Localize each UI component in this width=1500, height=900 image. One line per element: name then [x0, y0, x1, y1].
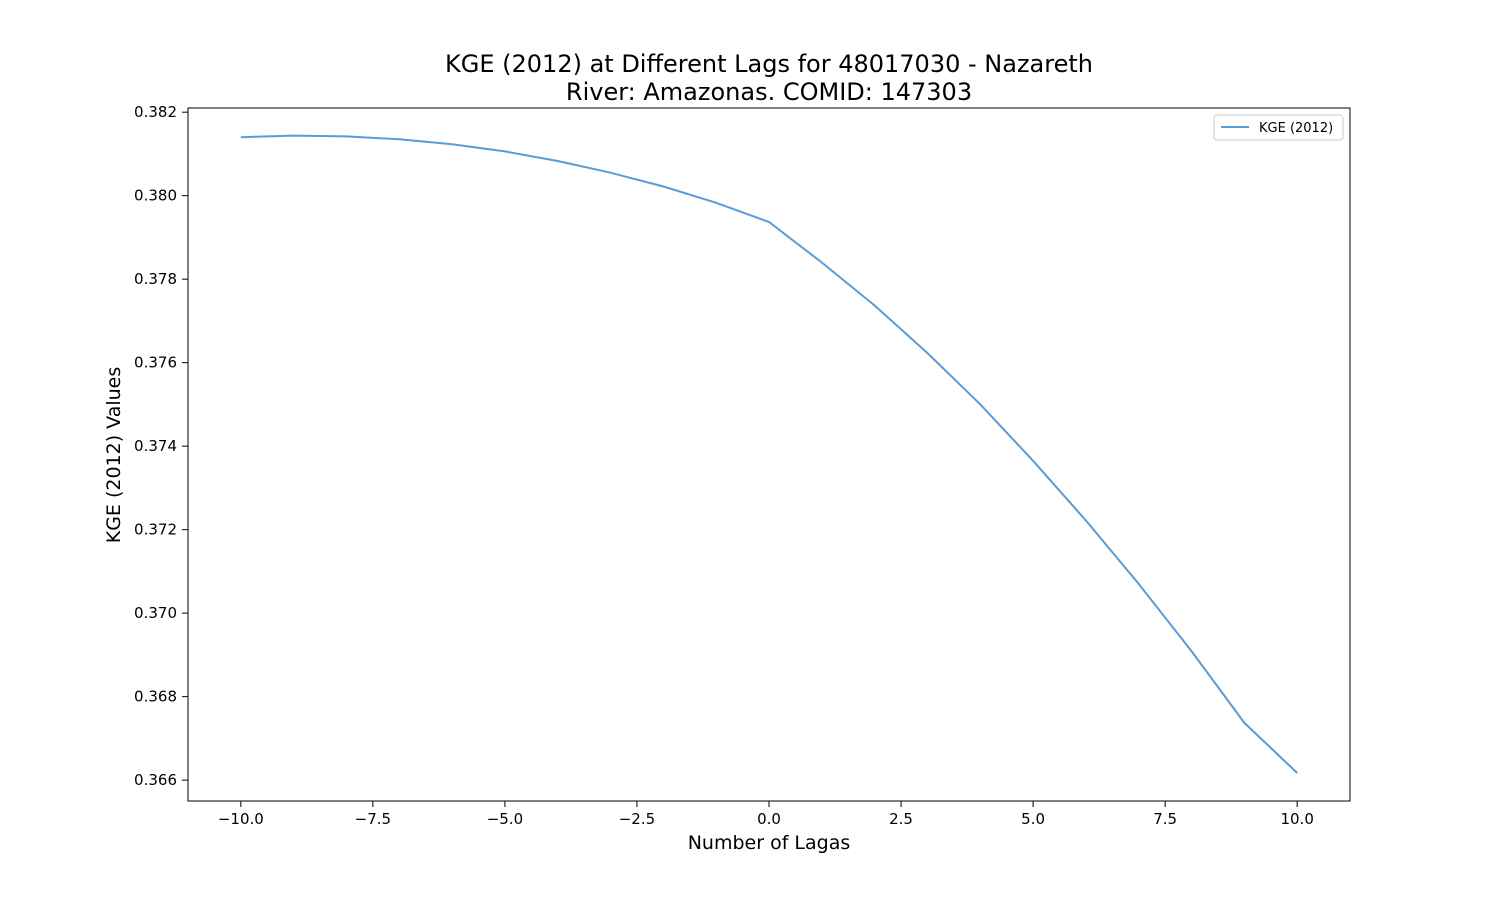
- x-tick-label: 2.5: [889, 810, 913, 828]
- legend: KGE (2012): [1213, 114, 1344, 141]
- y-tick-label: 0.370: [134, 604, 177, 622]
- series-line-kge-2012: [240, 134, 1298, 774]
- chart-title-line-1: KGE (2012) at Different Lags for 4801703…: [445, 50, 1093, 78]
- x-tick-label: −10.0: [218, 810, 264, 828]
- y-tick-label: 0.374: [134, 437, 177, 455]
- y-tick-label: 0.368: [134, 688, 177, 706]
- x-axis-label: Number of Lagas: [688, 832, 851, 854]
- x-tick-label: −2.5: [619, 810, 655, 828]
- legend-box: [1213, 114, 1344, 141]
- y-tick-label: 0.376: [134, 354, 177, 372]
- chart-title-line-2: River: Amazonas. COMID: 147303: [566, 78, 972, 106]
- plot-area-frame: [187, 107, 1351, 802]
- y-tick-label: 0.378: [134, 270, 177, 288]
- x-tick-label: 10.0: [1280, 810, 1313, 828]
- x-tick-label: −7.5: [355, 810, 391, 828]
- y-tick-label: 0.380: [134, 187, 177, 205]
- x-tick-label: 7.5: [1153, 810, 1177, 828]
- y-tick-label: 0.372: [134, 521, 177, 539]
- y-axis-ticks: 0.366 0.368 0.370 0.372 0.374 0.376 0.378 0.380…: [134, 103, 188, 789]
- x-axis-ticks: −10.0 −7.5 −5.0 −2.5 0.0 2.5 5.0 7.5 10.0: [218, 801, 1314, 828]
- y-tick-label: 0.382: [134, 103, 177, 121]
- y-tick-label: 0.366: [134, 771, 177, 789]
- legend-label: KGE (2012): [1259, 121, 1333, 136]
- x-tick-label: 0.0: [757, 810, 781, 828]
- y-axis-label: KGE (2012) Values: [103, 367, 125, 544]
- x-tick-label: −5.0: [487, 810, 523, 828]
- x-tick-label: 5.0: [1021, 810, 1045, 828]
